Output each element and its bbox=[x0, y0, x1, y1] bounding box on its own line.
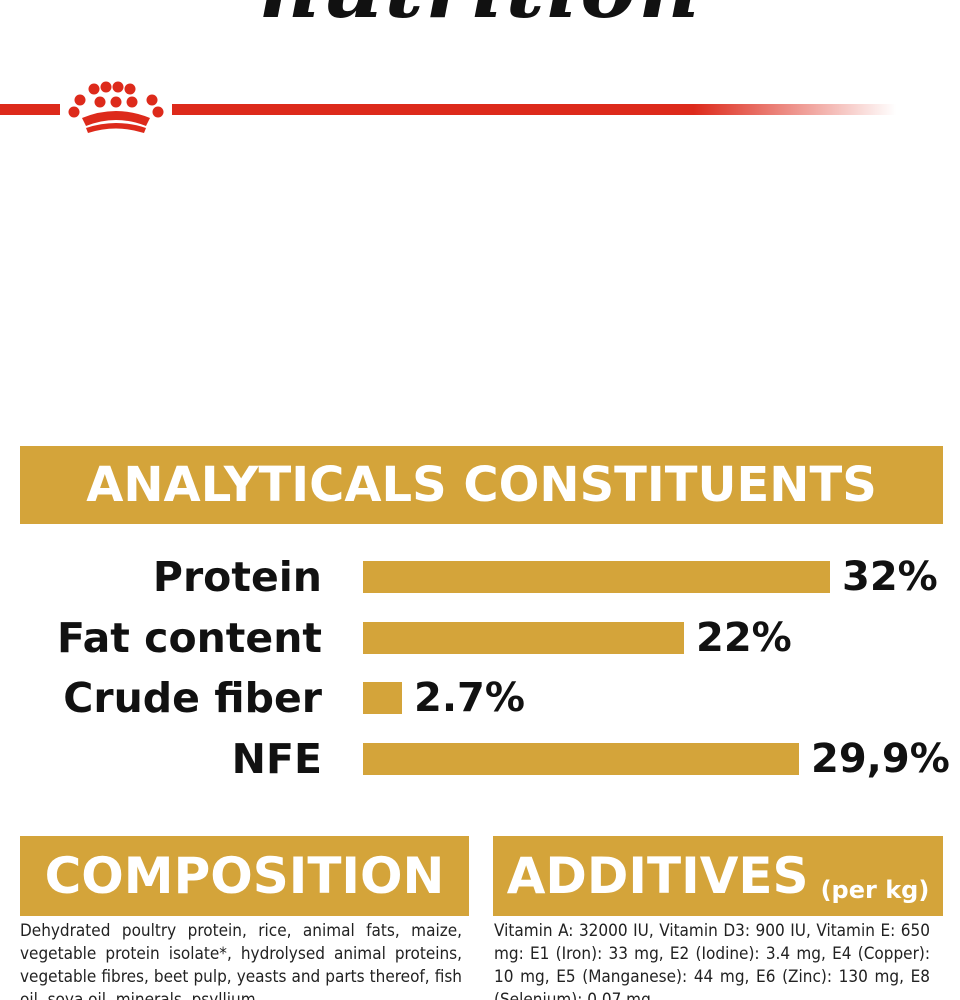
analyticals-title: ANALYTICALS CONSTITUENTS bbox=[86, 457, 877, 513]
composition-title: COMPOSITION bbox=[44, 847, 445, 905]
constituent-bar bbox=[363, 742, 799, 775]
composition-banner: COMPOSITION bbox=[20, 836, 469, 916]
constituent-bar bbox=[363, 682, 402, 714]
constituent-bar bbox=[363, 621, 684, 654]
nutrition-script-title: nutrition bbox=[0, 0, 960, 37]
additives-banner: ADDITIVES (per kg) bbox=[493, 836, 943, 916]
constituent-value: 2.7% bbox=[414, 675, 525, 721]
royal-crown-icon bbox=[68, 81, 164, 133]
constituent-label: Protein bbox=[152, 553, 322, 601]
additives-subtitle: (per kg) bbox=[820, 876, 930, 904]
constituent-label: Fat content bbox=[57, 613, 322, 662]
analyticals-banner: ANALYTICALS CONSTITUENTS bbox=[20, 446, 943, 524]
additives-title: ADDITIVES bbox=[506, 847, 809, 905]
constituent-label: NFE bbox=[231, 734, 322, 783]
constituent-value: 29,9% bbox=[811, 735, 950, 782]
red-divider-right bbox=[172, 104, 896, 115]
constituent-value: 32% bbox=[842, 554, 938, 600]
constituent-bar bbox=[363, 561, 830, 593]
red-divider-left bbox=[0, 104, 60, 115]
constituent-label: Crude fiber bbox=[63, 674, 322, 722]
constituent-value: 22% bbox=[696, 614, 792, 661]
additives-text: Vitamin A: 32000 IU, Vitamin D3: 900 IU,… bbox=[494, 921, 930, 1000]
composition-text: Dehydrated poultry protein, rice, animal… bbox=[20, 921, 462, 1000]
